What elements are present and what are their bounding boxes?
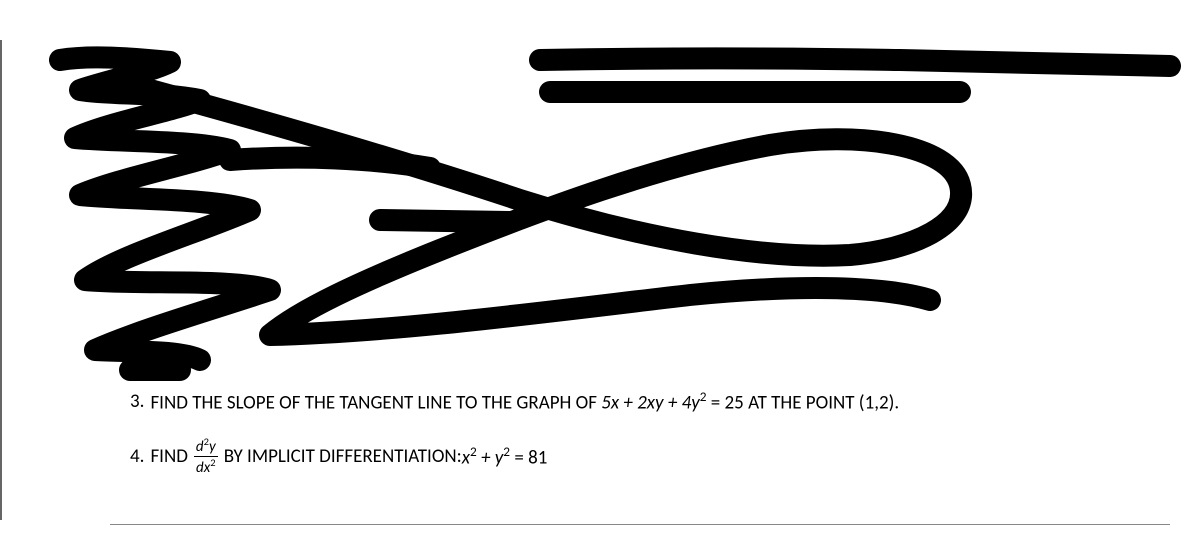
problem-4: 4. FIND d2y dx2 BY IMPLICIT DIFFERENTIAT…: [130, 436, 1150, 477]
problem-number: 3.: [130, 390, 144, 413]
text-segment: FIND: [150, 445, 187, 468]
problem-3: 3. FIND THE SLOPE OF THE TANGENT LINE TO…: [130, 388, 1150, 414]
fraction: d2y dx2: [194, 436, 218, 477]
math-var: dx: [196, 459, 210, 477]
text-segment: BY IMPLICIT DIFFERENTIATION:: [224, 445, 462, 468]
problem-text: FIND THE SLOPE OF THE TANGENT LINE TO TH…: [150, 388, 899, 414]
math-expr: x2 + y2 = 81: [462, 443, 548, 469]
math-expr: 5x + 2xy + 4y: [601, 391, 699, 414]
fraction-denominator: dx2: [194, 457, 218, 477]
math-sup: 2: [470, 443, 477, 460]
fraction-numerator: d2y: [194, 436, 218, 457]
math-sup: 2: [210, 456, 215, 469]
page-left-rule: [0, 40, 2, 520]
text-segment: FIND THE SLOPE OF THE TANGENT LINE TO TH…: [150, 391, 601, 414]
math-var: y: [209, 438, 216, 456]
math-var: d: [196, 438, 204, 456]
text-segment: = 81: [510, 447, 547, 470]
math-var: x: [462, 447, 470, 470]
bottom-rule: [110, 505, 1170, 525]
text-segment: = 25 AT THE POINT (1,2).: [706, 391, 899, 414]
problem-list: 3. FIND THE SLOPE OF THE TANGENT LINE TO…: [130, 388, 1150, 499]
problem-number: 4.: [130, 445, 144, 468]
math-var: + y: [477, 447, 504, 470]
